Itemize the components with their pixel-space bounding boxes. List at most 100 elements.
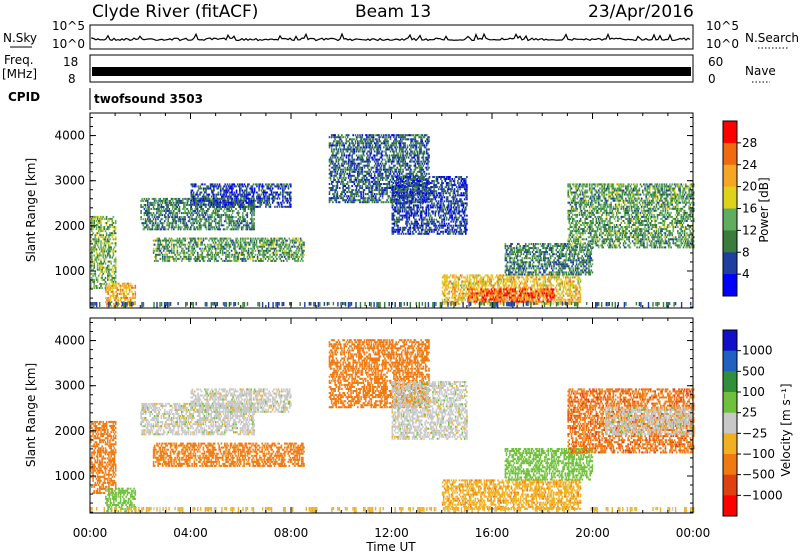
range-cell xyxy=(413,138,416,141)
range-cell xyxy=(399,164,402,167)
range-cell xyxy=(189,243,191,246)
range-cell xyxy=(226,195,229,198)
range-cell xyxy=(401,136,403,139)
range-cell xyxy=(334,136,336,139)
range-cell xyxy=(210,245,213,248)
range-cell xyxy=(244,210,246,212)
range-cell xyxy=(407,176,409,178)
range-cell xyxy=(147,206,149,208)
range-cell xyxy=(372,197,375,200)
range-cell xyxy=(414,144,417,147)
range-cell xyxy=(90,254,92,257)
range-cell xyxy=(100,242,102,245)
range-cell xyxy=(245,226,247,229)
range-cell xyxy=(118,282,121,285)
range-cell xyxy=(246,214,249,217)
range-cell xyxy=(96,287,99,289)
range-cell xyxy=(398,199,401,202)
range-cell xyxy=(165,204,167,206)
range-cell xyxy=(290,199,292,202)
range-cell xyxy=(163,247,165,250)
range-cell xyxy=(242,195,245,198)
range-cell xyxy=(357,191,359,194)
range-cell xyxy=(233,183,236,186)
range-cell xyxy=(276,245,278,248)
range-cell xyxy=(218,208,220,210)
range-cell xyxy=(394,182,397,185)
range-cell xyxy=(399,218,401,221)
range-cell xyxy=(96,215,99,218)
range-cell xyxy=(393,134,395,137)
range-cell xyxy=(285,251,287,254)
range-cell xyxy=(357,166,359,169)
range-cell xyxy=(92,232,94,235)
range-cell xyxy=(213,197,215,200)
range-cell xyxy=(246,224,249,227)
range-cell xyxy=(108,268,110,271)
range-cell xyxy=(375,197,377,200)
range-cell xyxy=(97,226,100,229)
range-cell xyxy=(378,170,380,173)
range-cell xyxy=(425,172,428,175)
range-cell xyxy=(284,249,286,252)
range-cell xyxy=(157,206,159,208)
range-cell xyxy=(250,237,252,240)
range-cell xyxy=(106,286,108,289)
range-cell xyxy=(152,243,155,246)
range-cell xyxy=(179,228,182,231)
range-cell xyxy=(112,222,115,224)
range-cell xyxy=(293,239,295,242)
range-cell xyxy=(99,228,101,231)
range-cell xyxy=(265,251,268,254)
range-cell xyxy=(293,243,295,246)
range-cell xyxy=(187,241,190,244)
range-cell xyxy=(336,156,339,159)
range-cell xyxy=(407,187,410,189)
range-cell xyxy=(211,212,214,215)
range-cell xyxy=(279,191,282,194)
range-cell xyxy=(117,296,120,299)
range-cell xyxy=(198,253,200,256)
range-cell xyxy=(335,189,338,192)
range-cell xyxy=(159,201,162,204)
range-cell xyxy=(413,206,415,209)
range-cell xyxy=(152,249,155,252)
range-cell xyxy=(343,183,345,185)
range-cell xyxy=(387,197,390,200)
range-cell xyxy=(264,199,266,202)
range-cell xyxy=(165,212,167,215)
range-cell xyxy=(409,210,412,213)
range-cell xyxy=(381,154,384,157)
range-cell xyxy=(220,245,223,248)
range-cell xyxy=(197,189,199,192)
range-cell xyxy=(419,168,421,171)
range-cell xyxy=(396,192,398,195)
range-cell xyxy=(345,176,348,179)
range-cell xyxy=(273,191,275,194)
range-cell xyxy=(286,191,289,194)
range-cell xyxy=(95,240,98,243)
range-cell xyxy=(202,193,205,196)
range-cell xyxy=(194,212,197,215)
range-cell xyxy=(419,136,421,139)
range-cell xyxy=(369,146,371,149)
range-cell xyxy=(174,204,176,206)
range-cell xyxy=(233,216,235,219)
range-cell xyxy=(231,218,234,221)
range-cell xyxy=(380,142,383,145)
range-cell xyxy=(383,168,385,171)
range-cell xyxy=(183,224,185,227)
range-cell xyxy=(127,292,130,295)
range-cell xyxy=(110,260,112,263)
range-cell xyxy=(329,197,332,200)
range-cell xyxy=(298,249,301,252)
range-cell xyxy=(330,134,333,137)
range-cell xyxy=(176,216,178,219)
range-cell xyxy=(223,201,225,204)
range-cell xyxy=(174,253,176,256)
range-cell xyxy=(197,220,200,223)
range-cell xyxy=(219,201,222,204)
range-cell xyxy=(187,212,190,215)
range-cell xyxy=(375,199,377,202)
range-cell xyxy=(259,205,262,208)
